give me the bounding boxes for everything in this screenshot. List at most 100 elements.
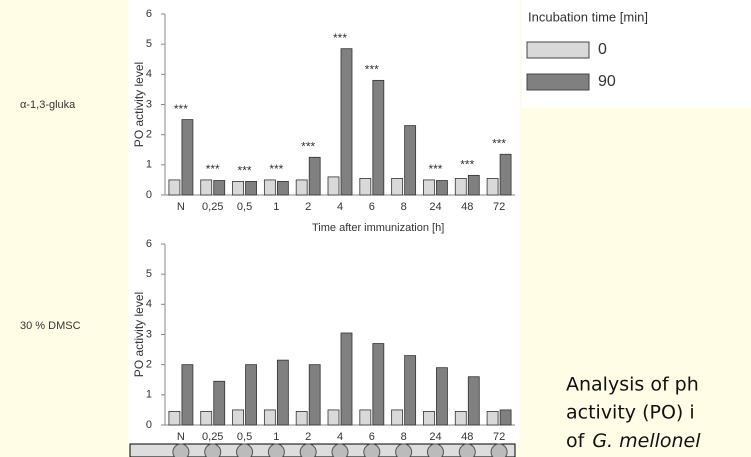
- x-tick-label: 48: [461, 431, 473, 443]
- bar: [423, 411, 434, 425]
- legend-title: Incubation time [min]: [528, 9, 648, 24]
- x-tick-label: 2: [305, 431, 311, 443]
- well: [491, 444, 507, 457]
- bar: [436, 181, 447, 195]
- bar: [296, 180, 307, 195]
- well: [173, 444, 189, 457]
- x-tick-label: 8: [401, 201, 407, 213]
- well: [268, 444, 284, 457]
- bar: [182, 120, 193, 195]
- x-tick-label: N: [177, 201, 185, 213]
- legend-label: 90: [598, 73, 616, 90]
- x-axis-label: Time after immunization [h]: [312, 222, 444, 234]
- bar: [214, 181, 225, 195]
- y-tick-label: 4: [146, 298, 152, 310]
- bar: [296, 411, 307, 425]
- x-tick-label: 0,5: [237, 431, 252, 443]
- bar: [328, 410, 339, 425]
- x-tick-label: 1: [273, 431, 279, 443]
- bar: [436, 368, 447, 425]
- y-tick-label: 1: [146, 389, 152, 401]
- bar: [233, 181, 244, 195]
- row-label: 30 % DMSC: [20, 320, 81, 332]
- bar: [169, 180, 180, 195]
- bar: [182, 365, 193, 425]
- x-tick-label: 2: [305, 201, 311, 213]
- well: [300, 444, 316, 457]
- bar: [468, 377, 479, 425]
- x-tick-label: 4: [337, 431, 343, 443]
- y-axis-label: PO activity level: [132, 292, 146, 377]
- x-tick-label: 48: [461, 201, 473, 213]
- y-tick-label: 3: [146, 328, 152, 340]
- x-tick-label: 4: [337, 201, 343, 213]
- caption-species: G. mellonel: [592, 430, 701, 452]
- bar: [487, 411, 498, 425]
- well: [459, 444, 475, 457]
- well: [237, 444, 253, 457]
- bar: [405, 126, 416, 195]
- bar: [328, 177, 339, 195]
- bar: [201, 180, 212, 195]
- caption-line: activity (PO) i: [566, 402, 695, 424]
- bar: [392, 178, 403, 195]
- caption-word: of: [566, 430, 586, 452]
- legend-label: 0: [598, 41, 607, 58]
- significance-label: ***: [333, 31, 347, 45]
- y-tick-label: 6: [146, 8, 152, 20]
- bar: [264, 410, 275, 425]
- x-tick-label: 0,5: [237, 201, 252, 213]
- wells-strip: [130, 444, 515, 457]
- well: [396, 444, 412, 457]
- significance-label: ***: [269, 162, 283, 176]
- significance-label: ***: [365, 63, 379, 77]
- bar: [264, 180, 275, 195]
- y-tick-label: 5: [146, 268, 152, 280]
- significance-label: ***: [428, 162, 442, 176]
- legend-swatch: [527, 42, 589, 58]
- bar: [277, 181, 288, 195]
- bar: [277, 360, 288, 425]
- y-tick-label: 6: [146, 238, 152, 250]
- bar: [214, 381, 225, 425]
- legend-swatch: [527, 74, 589, 90]
- bar: [360, 178, 371, 195]
- x-tick-label: 72: [493, 431, 505, 443]
- bar: [423, 180, 434, 195]
- x-tick-label: 24: [429, 201, 441, 213]
- caption-line: Analysis of ph: [566, 374, 699, 396]
- bar: [341, 333, 352, 425]
- bar: [201, 411, 212, 425]
- well: [427, 444, 443, 457]
- x-tick-label: 1: [273, 201, 279, 213]
- slide: Incubation time [min] Analysis of ph act…: [0, 0, 751, 457]
- significance-label: ***: [460, 158, 474, 172]
- y-tick-label: 0: [146, 419, 152, 431]
- x-tick-label: 24: [429, 431, 441, 443]
- bar: [373, 344, 384, 425]
- bar: [309, 365, 320, 425]
- x-tick-label: 72: [493, 201, 505, 213]
- y-axis-label: PO activity level: [132, 62, 146, 147]
- significance-label: ***: [301, 139, 315, 153]
- significance-label: ***: [492, 136, 506, 150]
- bar: [246, 181, 257, 195]
- significance-label: ***: [238, 164, 252, 178]
- bar: [392, 410, 403, 425]
- bar: [455, 411, 466, 425]
- x-tick-label: N: [177, 431, 185, 443]
- x-tick-label: 0,25: [202, 201, 223, 213]
- well: [364, 444, 380, 457]
- well: [332, 444, 348, 457]
- y-tick-label: 2: [146, 129, 152, 141]
- y-tick-label: 1: [146, 159, 152, 171]
- y-tick-label: 3: [146, 98, 152, 110]
- y-tick-label: 0: [146, 189, 152, 201]
- bar: [309, 157, 320, 195]
- x-tick-label: 6: [369, 431, 375, 443]
- bar: [233, 410, 244, 425]
- bar: [373, 80, 384, 195]
- y-tick-label: 2: [146, 359, 152, 371]
- row-label: α-1,3-gluka: [20, 99, 76, 111]
- y-tick-label: 4: [146, 68, 152, 80]
